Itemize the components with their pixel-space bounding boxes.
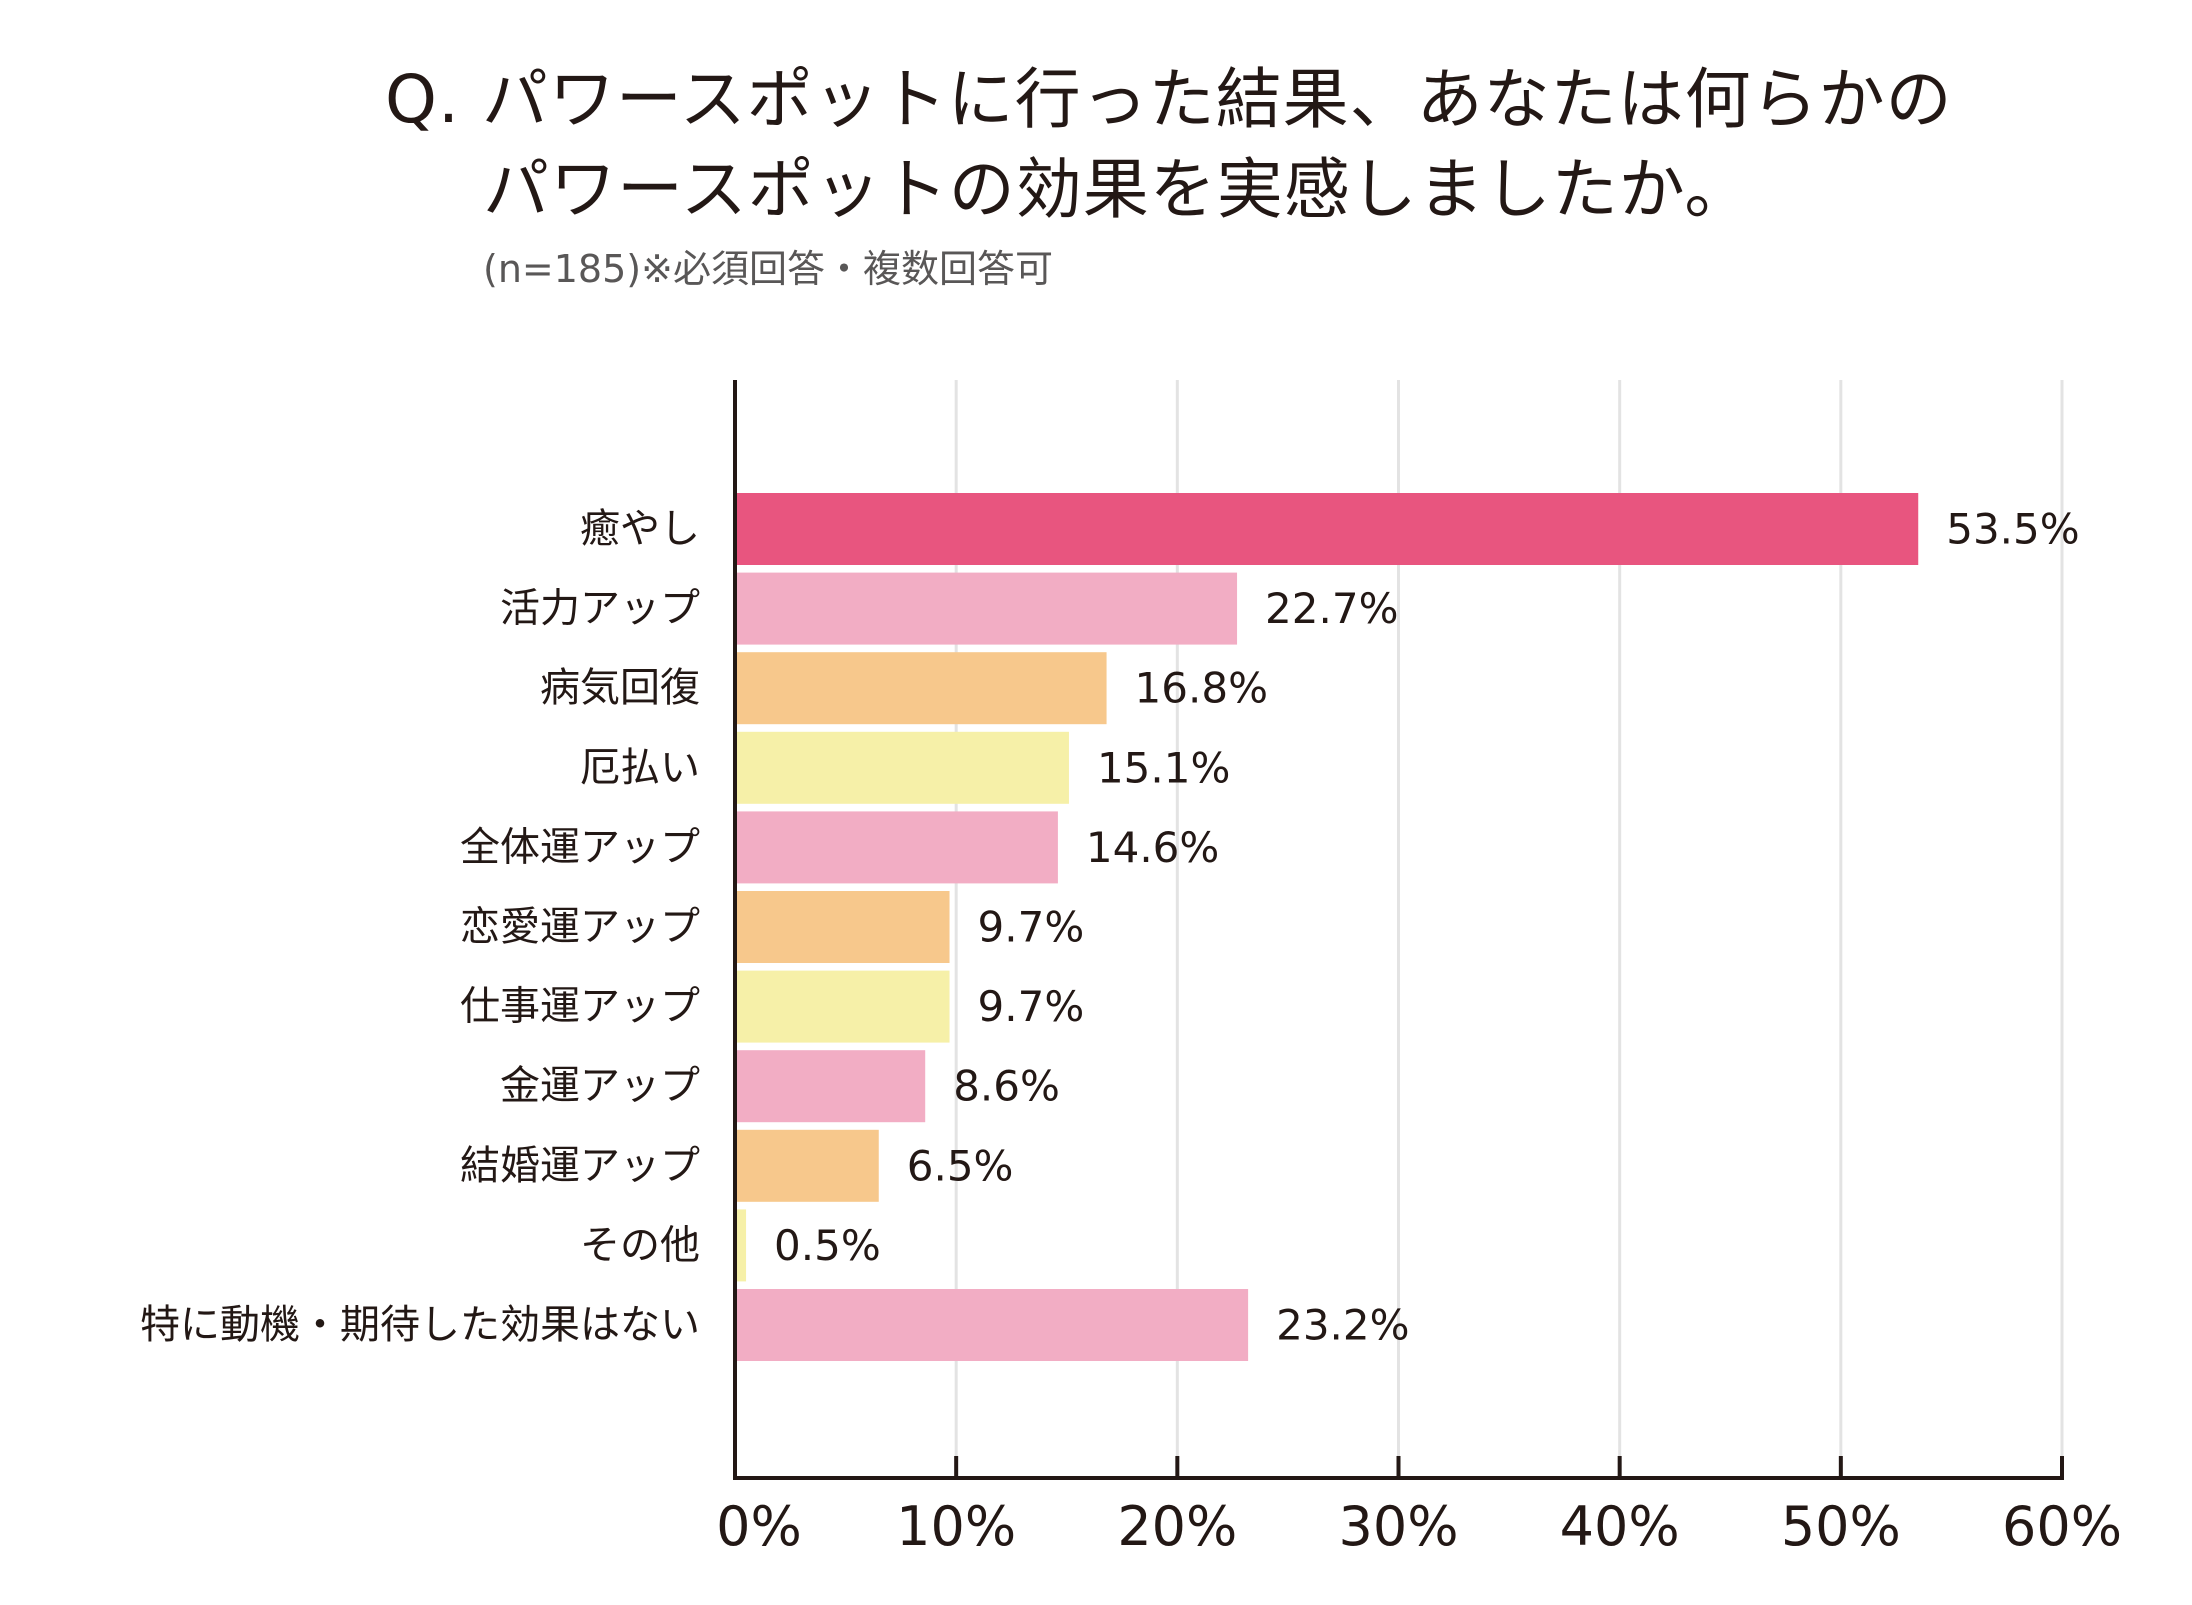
bar-5 xyxy=(735,891,950,963)
bar-1 xyxy=(735,572,1238,645)
value-label-3: 15.1% xyxy=(1097,743,1230,792)
value-label-0: 53.5% xyxy=(1946,505,2079,554)
value-label-4: 14.6% xyxy=(1086,823,1219,872)
value-label-8: 6.5% xyxy=(907,1141,1014,1190)
category-label-9: その他 xyxy=(580,1222,700,1268)
x-tick-label-50: 50% xyxy=(1781,1495,1901,1558)
bar-8 xyxy=(735,1129,879,1202)
bar-3 xyxy=(735,731,1069,804)
bar-9 xyxy=(735,1209,747,1282)
value-label-5: 9.7% xyxy=(978,903,1085,952)
category-label-3: 厄払い xyxy=(580,745,700,791)
category-label-5: 恋愛運アップ xyxy=(460,904,700,950)
category-label-7: 金運アップ xyxy=(500,1063,700,1109)
x-tick-label-20: 20% xyxy=(1117,1495,1237,1558)
bar-2 xyxy=(735,652,1107,725)
category-label-1: 活力アップ xyxy=(500,586,700,632)
value-label-1: 22.7% xyxy=(1265,584,1398,633)
x-tick-label-0: 0% xyxy=(716,1495,802,1558)
bar-10 xyxy=(735,1289,1249,1361)
category-label-4: 全体運アップ xyxy=(460,824,700,870)
value-label-9: 0.5% xyxy=(774,1221,881,1270)
x-tick-label-60: 60% xyxy=(2002,1495,2122,1558)
chart-title-line-1: Q. パワースポットに行った結果、あなたは何らかの xyxy=(385,61,1953,138)
x-tick-label-30: 30% xyxy=(1338,1495,1458,1558)
category-label-10: 特に動機・期待した効果はない xyxy=(140,1302,700,1348)
value-label-7: 8.6% xyxy=(953,1062,1060,1111)
value-label-10: 23.2% xyxy=(1276,1301,1409,1350)
bar-4 xyxy=(735,811,1058,884)
chart-title-line-2: パワースポットの効果を実感しましたか。 xyxy=(483,151,1752,228)
chart-title-block: Q. パワースポットに行った結果、あなたは何らかの パワースポットの効果を実感し… xyxy=(385,55,1953,297)
value-label-6: 9.7% xyxy=(978,982,1085,1031)
x-tick-label-40: 40% xyxy=(1560,1495,1680,1558)
value-label-2: 16.8% xyxy=(1135,664,1268,713)
bar-7 xyxy=(735,1050,926,1123)
category-label-0: 癒やし xyxy=(580,506,700,552)
x-tick-label-10: 10% xyxy=(896,1495,1016,1558)
bar-6 xyxy=(735,970,950,1043)
chart-subtitle: (n=185)※必須回答・複数回答可 xyxy=(483,247,1053,291)
bar-0 xyxy=(735,493,1919,565)
category-label-6: 仕事運アップ xyxy=(460,984,700,1030)
category-label-8: 結婚運アップ xyxy=(460,1143,700,1189)
category-label-2: 病気回復 xyxy=(540,665,700,711)
